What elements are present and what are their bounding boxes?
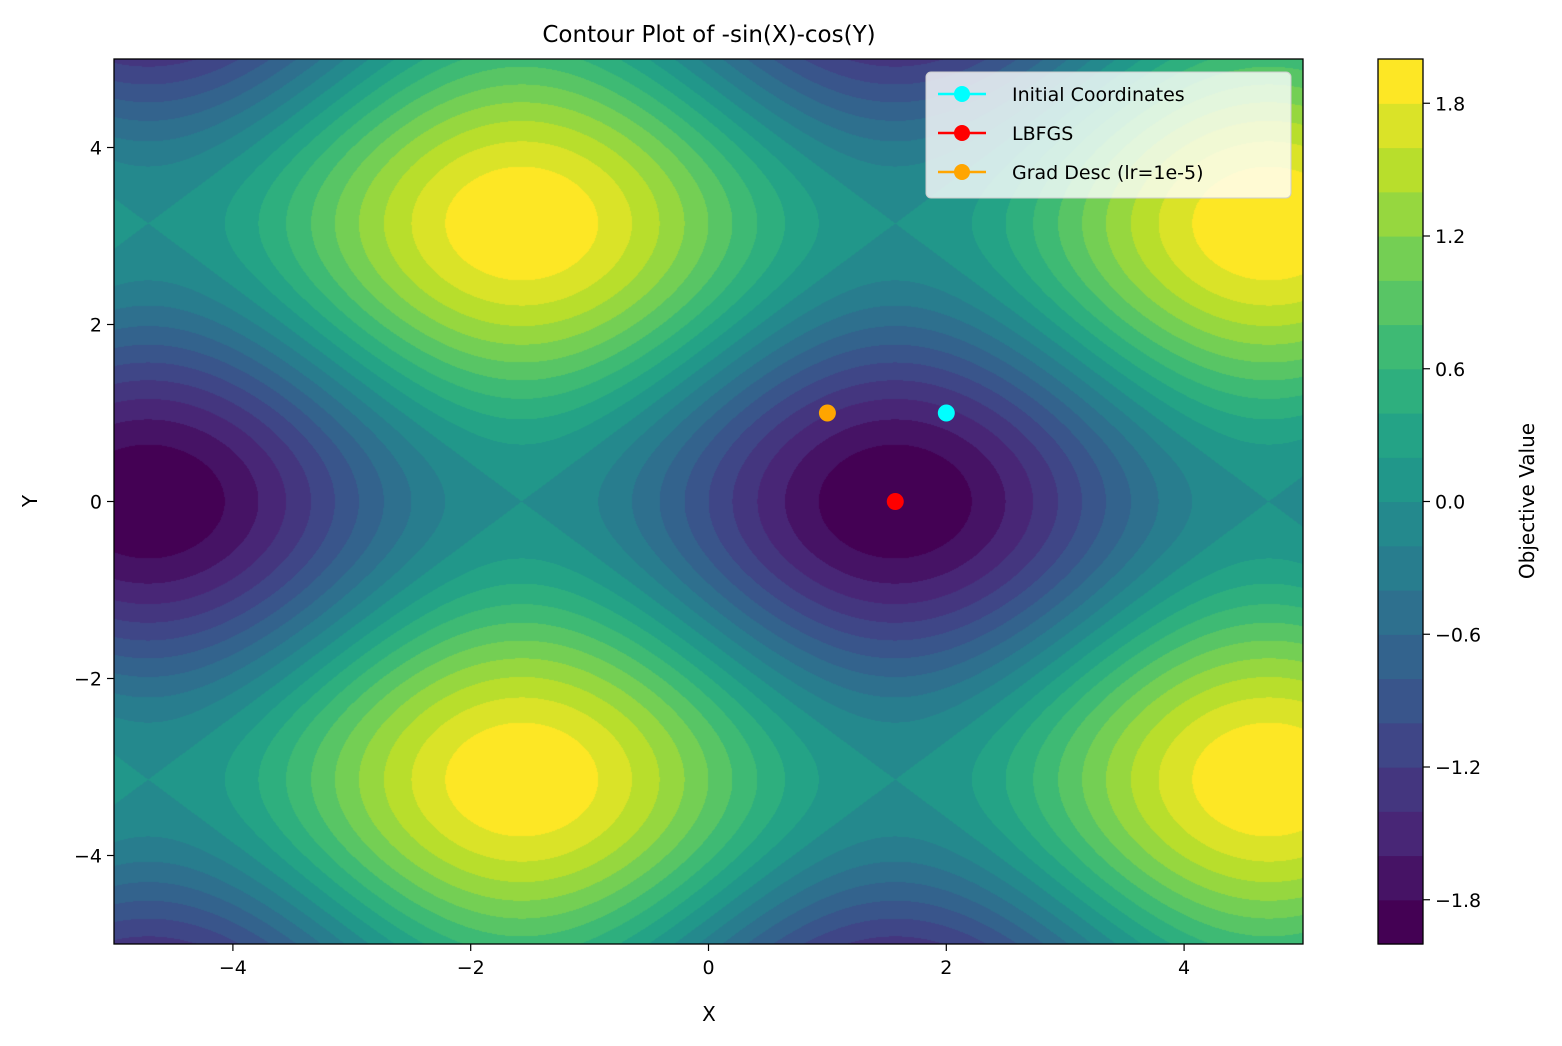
y-axis: −4 −2 0 2 4 — [74, 138, 114, 868]
colorbar-band — [1378, 236, 1423, 281]
colorbar-tick-label: 0.6 — [1435, 359, 1465, 381]
legend: Initial Coordinates LBFGS Grad Desc (lr=1e… — [925, 71, 1292, 199]
x-tick-label: 2 — [940, 957, 952, 979]
legend-entry: LBFGS — [938, 123, 1073, 145]
colorbar-band — [1378, 590, 1423, 635]
legend-label: Initial Coordinates — [1012, 84, 1185, 106]
colorbar-band — [1378, 324, 1423, 370]
colorbar-tick-label: −1.2 — [1435, 757, 1481, 779]
colorbar-band — [1378, 899, 1423, 945]
colorbar-band — [1378, 368, 1423, 414]
colorbar-band — [1378, 191, 1423, 237]
legend-entry: Grad Desc (lr=1e-5) — [938, 162, 1204, 184]
y-tick-label: 2 — [90, 315, 102, 337]
legend-marker — [954, 86, 970, 102]
colorbar-tick-label: 1.8 — [1435, 93, 1465, 115]
x-axis: −4 −2 0 2 4 — [219, 944, 1190, 979]
legend-marker — [954, 125, 970, 141]
legend-label: LBFGS — [1012, 123, 1073, 145]
colorbar-band — [1378, 457, 1423, 503]
colorbar-band — [1378, 855, 1423, 901]
colorbar-band — [1378, 103, 1423, 149]
data-point-lbfgs — [886, 493, 904, 510]
legend-entry: Initial Coordinates — [938, 84, 1185, 106]
data-point-initial-coordinates — [937, 404, 955, 422]
colorbar: 1.8 1.2 0.6 0.0 −0.6 −1.2 −1.8 Objective Value — [1377, 58, 1539, 945]
x-tick-label: −2 — [457, 957, 485, 979]
colorbar-band — [1378, 722, 1423, 768]
colorbar-label: Objective Value — [1515, 423, 1539, 579]
colorbar-band — [1378, 634, 1423, 680]
colorbar-band — [1378, 678, 1423, 724]
y-tick-label: −4 — [74, 846, 102, 868]
colorbar-tick-label: −0.6 — [1435, 624, 1481, 646]
x-tick-label: 0 — [702, 957, 714, 979]
colorbar-band — [1378, 767, 1423, 812]
x-tick-label: 4 — [1178, 957, 1190, 979]
colorbar-tick-label: 0.0 — [1435, 492, 1465, 514]
y-tick-label: −2 — [74, 669, 102, 691]
colorbar-band — [1378, 280, 1423, 326]
chart-title: Contour Plot of -sin(X)-cos(Y) — [542, 22, 875, 48]
plot-area — [113, 58, 1304, 945]
x-tick-label: −4 — [219, 957, 247, 979]
x-axis-label: X — [702, 1002, 716, 1026]
colorbar-band — [1378, 811, 1423, 857]
data-points — [818, 404, 955, 510]
colorbar-band — [1378, 147, 1423, 193]
y-axis-label: Y — [18, 494, 42, 508]
data-point-grad-desc-lr-1e-5 — [818, 404, 836, 422]
colorbar-band — [1378, 545, 1423, 591]
legend-marker — [954, 164, 970, 180]
colorbar-tick-label: 1.2 — [1435, 226, 1465, 248]
legend-label: Grad Desc (lr=1e-5) — [1012, 162, 1204, 184]
y-tick-label: 0 — [90, 492, 102, 514]
colorbar-band — [1378, 59, 1423, 104]
y-tick-label: 4 — [90, 138, 102, 160]
legend-box — [925, 71, 1292, 199]
colorbar-tick-label: −1.8 — [1435, 890, 1481, 912]
colorbar-band — [1378, 501, 1423, 547]
colorbar-band — [1378, 413, 1423, 458]
contour-fill — [114, 59, 1303, 944]
